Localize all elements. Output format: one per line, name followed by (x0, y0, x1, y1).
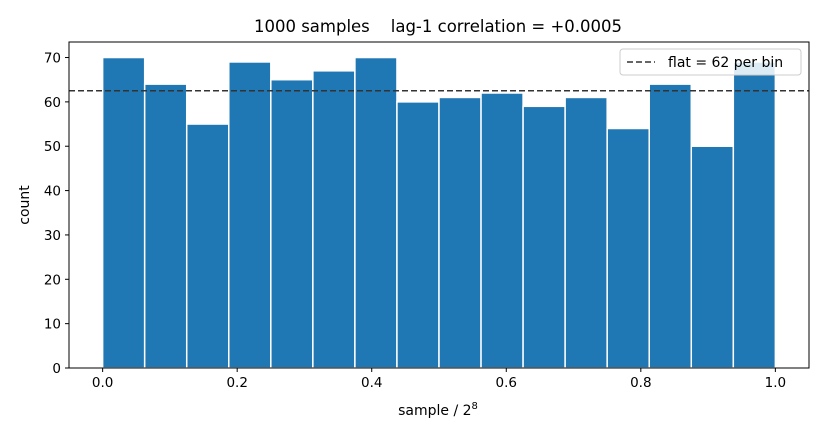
x-tick-label-5: 1.0 (765, 375, 786, 391)
y-tick-label-3: 30 (44, 228, 61, 244)
legend-label: flat = 62 per bin (668, 55, 783, 71)
y-tick-label-2: 20 (44, 272, 61, 288)
legend-box (619, 48, 802, 76)
bar-11 (564, 96, 608, 369)
y-tick-label-4: 40 (44, 184, 61, 200)
y-tick-label-6: 60 (44, 95, 61, 111)
bar-14 (690, 145, 735, 369)
plot-area: 0.0 0.2 0.4 0.6 0.8 1.0 0 10 20 30 40 50 60 70 flat = … (44, 41, 810, 391)
y-axis-label: count (17, 185, 33, 225)
bar-0 (101, 56, 146, 369)
x-tick-label-0: 0.0 (92, 375, 113, 391)
x-axis-label-exponent: 8 (472, 401, 478, 412)
x-tick-label-1: 0.2 (226, 375, 247, 391)
bar-9 (480, 92, 524, 369)
axes-frame (68, 41, 810, 369)
x-axis-label-base: sample / 2 (398, 403, 471, 419)
x-axis-label: sample / 28 (398, 401, 478, 419)
x-tick-label-2: 0.4 (361, 375, 382, 391)
bar-15 (732, 61, 777, 369)
bar-1 (143, 83, 188, 369)
y-tick-label-1: 10 (44, 317, 61, 333)
bar-10 (522, 105, 566, 369)
bar-4 (270, 78, 314, 369)
bar-6 (354, 56, 398, 369)
y-tick-label-5: 50 (44, 139, 61, 155)
y-tick-label-0: 0 (52, 361, 61, 377)
chart-title: 1000 samples lag-1 correlation = +0.0005 (254, 17, 622, 36)
bar-8 (438, 96, 482, 369)
x-tick-label-4: 0.8 (630, 375, 651, 391)
bar-3 (228, 61, 272, 369)
bar-5 (312, 70, 356, 369)
bar-13 (648, 83, 693, 369)
y-tick-label-7: 70 (44, 51, 61, 67)
bar-2 (185, 123, 230, 369)
bar-7 (396, 101, 440, 369)
x-tick-label-3: 0.6 (496, 375, 517, 391)
bar-12 (606, 127, 650, 369)
